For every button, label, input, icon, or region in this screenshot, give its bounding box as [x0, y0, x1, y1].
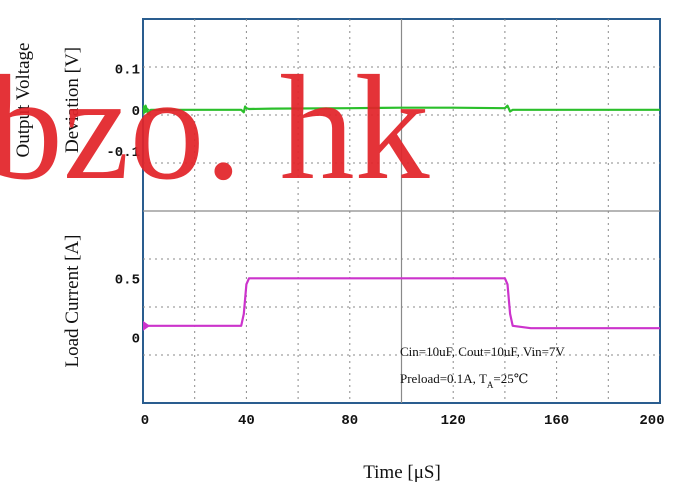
- y-tick-label-current: 0.5: [115, 272, 140, 288]
- x-tick-label: 200: [639, 413, 664, 429]
- x-tick-label: 0: [141, 413, 149, 429]
- x-tick-label: 120: [441, 413, 466, 429]
- y-tick-label-voltage: 0.1: [115, 63, 140, 79]
- grid: [143, 19, 660, 403]
- ylabel-voltage-line2: Deviation [V]: [62, 47, 83, 153]
- y-tick-label-voltage: -0.1: [106, 145, 140, 161]
- annotation-temp: =25℃: [493, 371, 528, 386]
- xlabel: Time [μS]: [363, 462, 441, 483]
- x-tick-label: 160: [544, 413, 569, 429]
- ylabel-current: Load Current [A]: [62, 235, 83, 368]
- series-group: [142, 104, 660, 331]
- channel-marker-voltage: [143, 104, 150, 115]
- annotation-ta-subscript: A: [487, 380, 494, 390]
- watermark: bzo. hk: [0, 45, 430, 211]
- series-line-current: [143, 277, 660, 330]
- y-tick-label-current: 0: [132, 332, 140, 348]
- x-tick-label: 80: [341, 413, 358, 429]
- annotation-preload: Preload=0.1A, TA=25℃: [400, 371, 528, 390]
- ylabel-voltage-line1: Output Voltage: [13, 43, 34, 158]
- series-line-voltage: [142, 104, 660, 116]
- annotation-conditions: Cin=10uF, Cout=10uF, Vin=7V: [400, 344, 565, 359]
- y-tick-labels: 0.1 0 -0.1 0.5 0: [106, 63, 140, 348]
- x-tick-label: 40: [238, 413, 255, 429]
- annotation-preload-text: Preload=0.1A, T: [400, 371, 487, 386]
- channel-marker-current: [143, 320, 150, 331]
- x-tick-labels: 0 40 80 120 160 200: [141, 413, 665, 429]
- y-tick-label-voltage: 0: [132, 104, 140, 120]
